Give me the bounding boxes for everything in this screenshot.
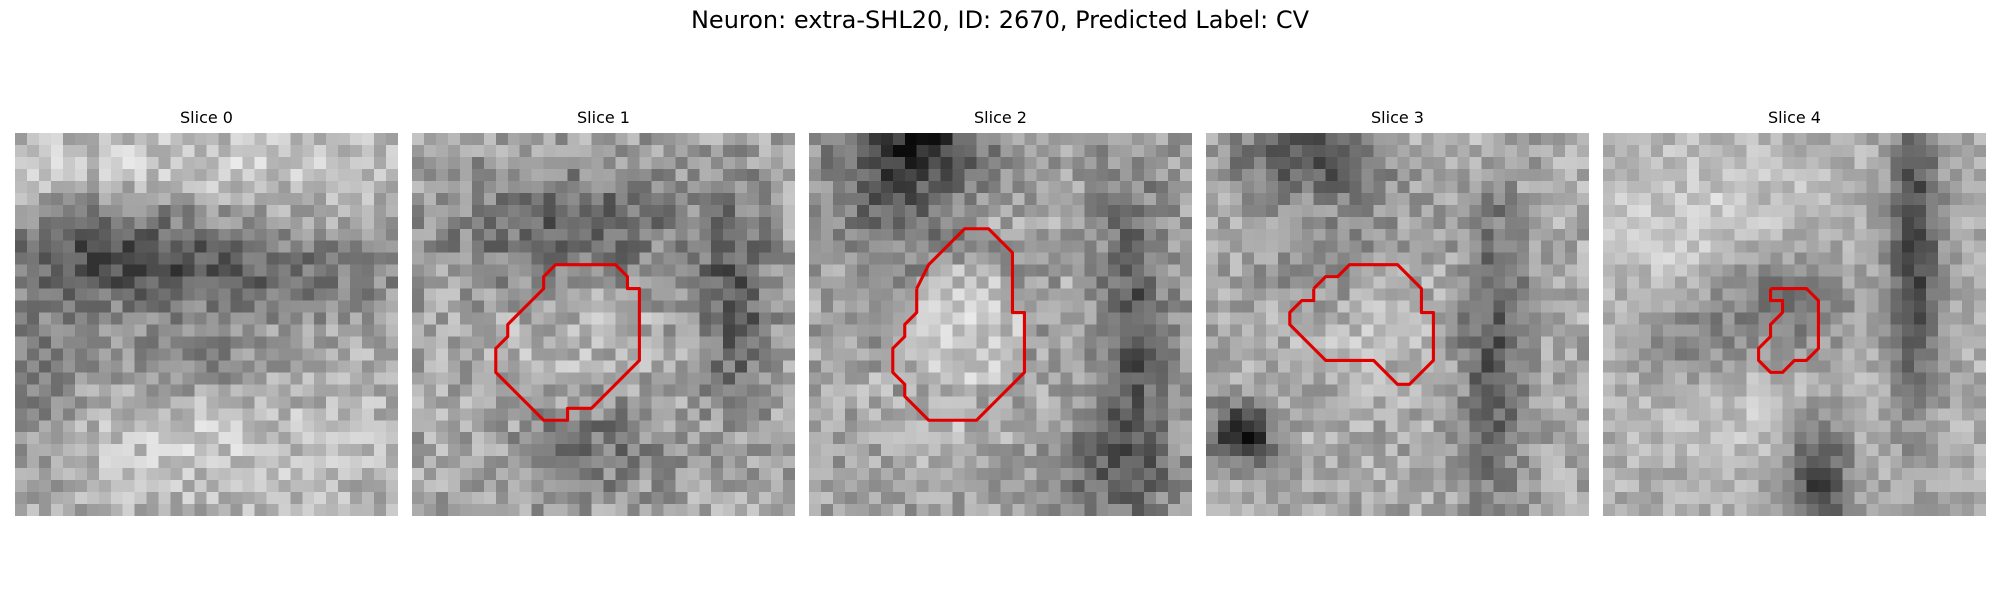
slice-image-4 xyxy=(1603,133,1986,516)
slice-panel-4: Slice 4 xyxy=(1603,108,1986,516)
pixel-grid xyxy=(15,133,398,516)
slice-image-3 xyxy=(1206,133,1589,516)
pixel-grid xyxy=(412,133,795,516)
slice-panel-3: Slice 3 xyxy=(1206,108,1589,516)
figure-title: Neuron: extra-SHL20, ID: 2670, Predicted… xyxy=(690,6,1310,34)
slice-image-2 xyxy=(809,133,1192,516)
segmentation-outline xyxy=(891,227,1026,422)
slice-title: Slice 3 xyxy=(1371,108,1424,127)
slice-panel-0: Slice 0 xyxy=(15,108,398,516)
segmentation-outline xyxy=(1757,287,1820,374)
pixel-grid xyxy=(1603,133,1986,516)
slice-panel-2: Slice 2 xyxy=(809,108,1192,516)
slice-title: Slice 4 xyxy=(1768,108,1821,127)
slice-image-0 xyxy=(15,133,398,516)
slice-title: Slice 2 xyxy=(974,108,1027,127)
slice-image-1 xyxy=(412,133,795,516)
slice-title: Slice 0 xyxy=(180,108,233,127)
segmentation-outline xyxy=(1288,263,1435,386)
slice-title: Slice 1 xyxy=(577,108,630,127)
pixel-grid xyxy=(809,133,1192,516)
segmentation-outline xyxy=(494,263,641,422)
pixel-grid xyxy=(1206,133,1589,516)
slice-panel-1: Slice 1 xyxy=(412,108,795,516)
